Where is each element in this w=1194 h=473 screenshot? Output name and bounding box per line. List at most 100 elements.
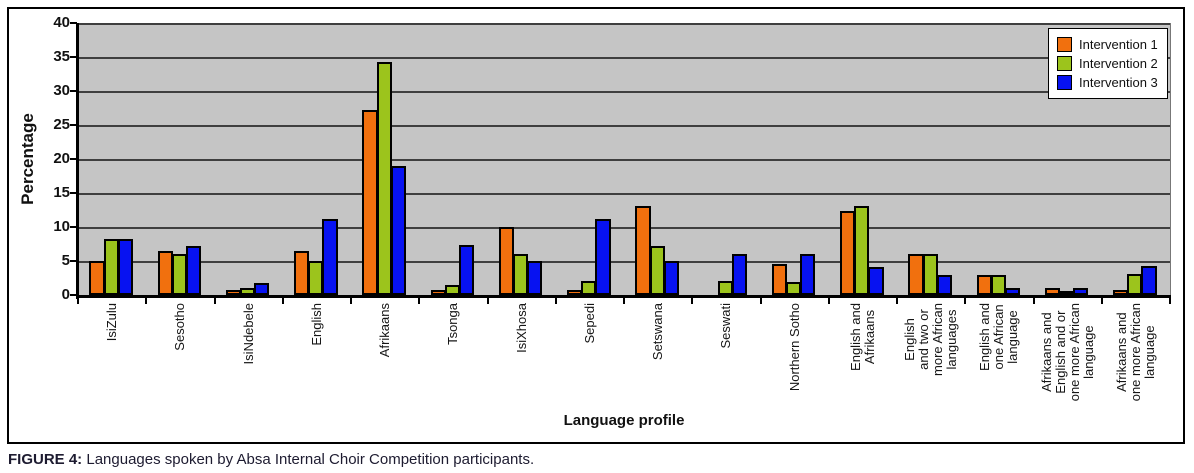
- ytick-mark-15: [70, 192, 77, 194]
- xtick-mark: [213, 298, 216, 304]
- bar-intervention-1: [1044, 288, 1060, 295]
- y-axis-line: [76, 23, 79, 299]
- ytick-mark-0: [70, 294, 77, 296]
- category-label-text: English and Afrikaans: [847, 303, 877, 371]
- xtick-mark: [1100, 298, 1103, 304]
- gridline-30: [78, 91, 1170, 93]
- category-label-text: IsiZulu: [104, 303, 120, 342]
- bar-intervention-1: [498, 227, 514, 295]
- legend-item: Intervention 3: [1057, 73, 1161, 92]
- bar-intervention-2: [717, 281, 733, 295]
- bar-intervention-3: [117, 239, 133, 295]
- bar-intervention-1: [840, 211, 856, 295]
- figure-caption-text: Languages spoken by Absa Internal Choir …: [82, 451, 535, 468]
- bar-intervention-1: [294, 251, 310, 295]
- category-label-text: IsiNdebele: [240, 303, 256, 365]
- bar-intervention-1: [1113, 290, 1129, 295]
- ytick-label-10: 10: [53, 218, 70, 235]
- ytick-mark-25: [70, 124, 77, 126]
- legend: Intervention 1 Intervention 2 Intervention…: [1048, 28, 1168, 99]
- xtick-mark: [827, 298, 830, 304]
- xtick-mark: [418, 298, 421, 304]
- xtick-mark: [896, 298, 898, 304]
- bar-intervention-1: [157, 251, 173, 295]
- legend-swatch-icon: [1057, 37, 1072, 52]
- legend-swatch-icon: [1057, 75, 1072, 90]
- bar-intervention-3: [1141, 266, 1157, 295]
- bar-intervention-2: [171, 254, 187, 295]
- figure-caption-label: FIGURE 4:: [8, 451, 83, 468]
- bar-intervention-3: [322, 219, 338, 295]
- category-label-text: Sepedi: [581, 303, 597, 344]
- bar-intervention-1: [362, 110, 378, 295]
- bar-intervention-1: [908, 254, 924, 295]
- category-label-text: Afrikaans and one more African language: [1113, 303, 1157, 402]
- legend-label: Intervention 1: [1079, 37, 1158, 52]
- ytick-label-35: 35: [53, 48, 70, 65]
- bar-intervention-3: [254, 283, 270, 295]
- bar-intervention-1: [430, 290, 446, 295]
- bar-intervention-3: [1073, 288, 1089, 295]
- xtick-mark: [554, 298, 557, 304]
- ytick-mark-40: [70, 22, 77, 24]
- figure-caption: FIGURE 4: Languages spoken by Absa Inter…: [8, 451, 534, 468]
- gridline-40: [78, 23, 1170, 25]
- category-label-text: IsiXhosa: [513, 303, 529, 353]
- xtick-mark: [486, 298, 489, 304]
- ytick-mark-20: [70, 158, 77, 160]
- bar-intervention-2: [922, 254, 938, 295]
- bar-intervention-3: [868, 267, 884, 295]
- ytick-label-15: 15: [53, 184, 70, 201]
- bar-intervention-2: [308, 261, 324, 295]
- category-label-text: English and two or more African language…: [902, 303, 960, 376]
- bar-intervention-3: [800, 254, 816, 295]
- bar-intervention-2: [581, 281, 597, 295]
- bar-intervention-2: [513, 254, 529, 295]
- gridline-10: [78, 227, 1170, 229]
- gridline-35: [78, 57, 1170, 59]
- bar-intervention-2: [444, 285, 460, 295]
- gridline-25: [78, 125, 1170, 127]
- bar-intervention-3: [936, 275, 952, 295]
- ytick-mark-10: [70, 226, 77, 228]
- category-label-text: Sesotho: [172, 303, 188, 351]
- xtick-mark: [759, 298, 762, 304]
- xtick-mark: [145, 298, 148, 304]
- xtick-mark: [623, 298, 625, 304]
- legend-swatch-icon: [1057, 56, 1072, 71]
- gridline-5: [78, 261, 1170, 263]
- bar-intervention-2: [854, 206, 870, 295]
- bar-intervention-1: [976, 275, 992, 295]
- category-label-text: Afrikaans and English and or one more Af…: [1038, 303, 1096, 402]
- xtick-mark: [964, 298, 967, 304]
- bar-intervention-3: [1004, 288, 1021, 295]
- category-label-text: English and one African language: [977, 303, 1021, 371]
- ytick-label-40: 40: [53, 14, 70, 31]
- ytick-label-30: 30: [53, 82, 70, 99]
- category-label-text: Seswati: [718, 303, 734, 349]
- plot-area: [78, 23, 1171, 295]
- bar-intervention-3: [527, 261, 543, 295]
- bar-intervention-1: [771, 264, 787, 295]
- ytick-label-20: 20: [53, 150, 70, 167]
- gridline-15: [78, 193, 1170, 195]
- ytick-mark-35: [70, 56, 77, 58]
- xtick-mark: [1169, 298, 1171, 304]
- gridline-20: [78, 159, 1170, 161]
- xtick-mark: [281, 298, 284, 304]
- bar-intervention-2: [990, 275, 1006, 295]
- ytick-label-0: 0: [61, 286, 70, 303]
- ytick-label-5: 5: [61, 252, 70, 269]
- category-label-text: Tsonga: [445, 303, 461, 345]
- legend-label: Intervention 2: [1079, 56, 1158, 71]
- ytick-mark-5: [70, 260, 77, 262]
- y-axis-title-text: Percentage: [18, 113, 38, 205]
- x-axis-line: [76, 295, 1171, 298]
- bar-intervention-2: [376, 62, 392, 295]
- bar-intervention-1: [89, 261, 105, 295]
- ytick-mark-30: [70, 90, 77, 92]
- bar-intervention-3: [390, 166, 406, 295]
- xtick-mark: [77, 298, 79, 304]
- legend-label: Intervention 3: [1079, 75, 1158, 90]
- xtick-mark: [691, 298, 694, 304]
